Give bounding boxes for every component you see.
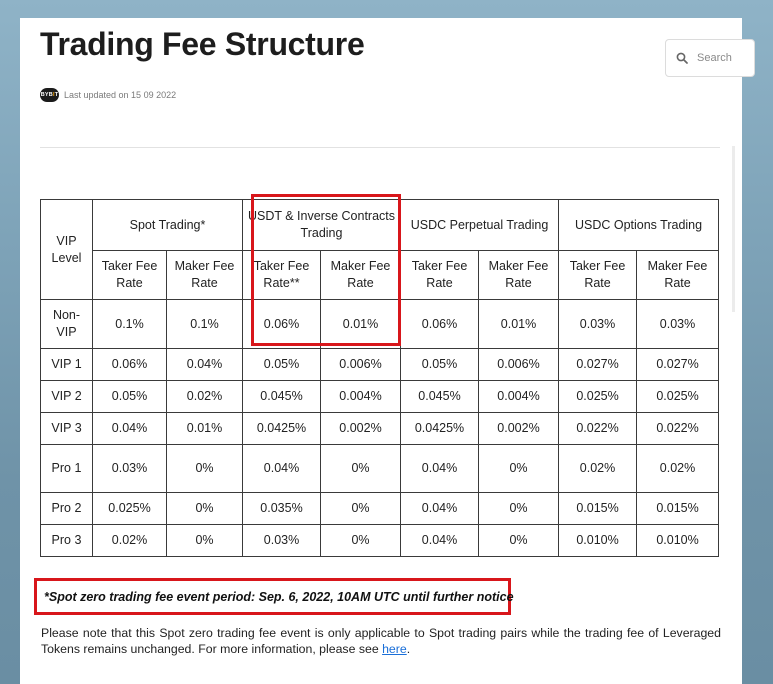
fee-cell: 0.027% (636, 348, 720, 381)
group-header: Spot Trading* (92, 199, 243, 251)
fee-cell: 0.025% (92, 492, 167, 525)
article-meta: BYB I T Last updated on 15 09 2022 (40, 88, 176, 102)
fee-cell: 0.006% (477, 348, 560, 381)
fee-cell: 0% (166, 444, 243, 493)
fee-cell: 0.02% (558, 444, 638, 493)
table-row: Pro 2 0.025% 0% 0.035% 0% 0.04% 0% 0.015% 0.015% (40, 492, 720, 525)
fee-cell: 0.002% (320, 412, 401, 445)
vip-level-cell: VIP 2 (40, 380, 93, 413)
fee-cell: 0.04% (400, 444, 479, 493)
fee-cell: 0.002% (477, 412, 560, 445)
fee-cell: 0.03% (558, 299, 638, 349)
fee-cell: 0.03% (636, 299, 720, 349)
note-paragraph: Please note that this Spot zero trading … (41, 625, 721, 657)
search-icon (676, 52, 688, 64)
group-header: USDC Options Trading (558, 199, 720, 251)
fee-cell: 0.05% (400, 348, 479, 381)
fee-cell: 0.02% (636, 444, 720, 493)
fee-cell: 0.035% (242, 492, 321, 525)
notice-highlight-box: *Spot zero trading fee event period: Sep… (34, 578, 514, 615)
fee-cell: 0% (477, 492, 560, 525)
fee-cell: 0.1% (166, 299, 243, 349)
fee-cell: 0.04% (166, 348, 243, 381)
fee-cell: 0% (166, 524, 243, 557)
fee-cell: 0.06% (242, 299, 321, 349)
vip-level-cell: VIP 3 (40, 412, 93, 445)
notice-text: *Spot zero trading fee event period: Sep… (44, 589, 514, 604)
vip-level-cell: Non-VIP (40, 299, 93, 349)
vip-level-cell: Pro 3 (40, 524, 93, 557)
fee-cell: 0.04% (92, 412, 167, 445)
fee-cell: 0.04% (400, 492, 479, 525)
fee-cell: 0.045% (400, 380, 479, 413)
fee-cell: 0.03% (92, 444, 167, 493)
fee-cell: 0.045% (242, 380, 321, 413)
fee-cell: 0.0425% (242, 412, 321, 445)
fee-subheader: Taker Fee Rate (558, 250, 638, 300)
fee-cell: 0.06% (92, 348, 167, 381)
fee-cell: 0.015% (636, 492, 720, 525)
table-row: Non-VIP 0.1% 0.1% 0.06% 0.01% 0.06% 0.01% 0.03%… (40, 299, 720, 349)
vip-level-cell: VIP 1 (40, 348, 93, 381)
fee-cell: 0.010% (558, 524, 638, 557)
divider (40, 147, 720, 148)
fee-table: VIP Level Spot Trading* USDT & Inverse C… (40, 199, 720, 557)
table-row: Pro 3 0.02% 0% 0.03% 0% 0.04% 0% 0.010% 0.010% (40, 524, 720, 557)
group-header: USDC Perpetual Trading (399, 199, 560, 251)
fee-cell: 0.0425% (400, 412, 479, 445)
search-box[interactable]: Search (665, 39, 755, 77)
fee-subheader: Taker Fee Rate (92, 250, 167, 300)
fee-cell: 0% (320, 524, 401, 557)
fee-cell: 0% (320, 444, 401, 493)
fee-cell: 0.02% (166, 380, 243, 413)
fee-cell: 0.022% (558, 412, 638, 445)
highlight-box-contracts (251, 194, 401, 346)
fee-cell: 0.025% (558, 380, 638, 413)
scrollbar-track (732, 146, 735, 312)
vip-level-header: VIP Level (40, 199, 93, 300)
table-row: Pro 1 0.03% 0% 0.04% 0% 0.04% 0% 0.02% 0.02% (40, 444, 720, 493)
fee-cell: 0% (477, 524, 560, 557)
fee-cell: 0.022% (636, 412, 720, 445)
fee-subheader: Maker Fee Rate (477, 250, 560, 300)
fee-cell: 0.04% (242, 444, 321, 493)
fee-cell: 0.004% (477, 380, 560, 413)
table-row: VIP 3 0.04% 0.01% 0.0425% 0.002% 0.0425% 0.002… (40, 412, 720, 445)
fee-cell: 0.004% (320, 380, 401, 413)
fee-cell: 0.01% (166, 412, 243, 445)
page-title: Trading Fee Structure (40, 26, 365, 62)
article-page: Trading Fee Structure Search BYB I T Last … (20, 18, 755, 684)
group-header: USDT & Inverse Contracts Trading (242, 199, 401, 251)
fee-cell: 0.05% (92, 380, 167, 413)
bybit-logo-icon: BYB I T (40, 88, 59, 102)
vip-level-cell: Pro 2 (40, 492, 93, 525)
here-link[interactable]: here (382, 642, 407, 656)
fee-cell: 0.006% (320, 348, 401, 381)
note-end: . (406, 642, 411, 656)
fee-cell: 0.06% (400, 299, 479, 349)
vip-level-cell: Pro 1 (40, 444, 93, 493)
fee-subheader: Maker Fee Rate (166, 250, 243, 300)
fee-subheader: Maker Fee Rate (320, 250, 401, 300)
search-placeholder: Search (697, 52, 732, 64)
fee-cell: 0.04% (400, 524, 479, 557)
fee-cell: 0.1% (92, 299, 167, 349)
fee-cell: 0.010% (636, 524, 720, 557)
fee-cell: 0% (320, 492, 401, 525)
fee-cell: 0.01% (477, 299, 560, 349)
fee-cell: 0.03% (242, 524, 321, 557)
fee-cell: 0.05% (242, 348, 321, 381)
fee-subheader: Maker Fee Rate (636, 250, 720, 300)
table-row: VIP 1 0.06% 0.04% 0.05% 0.006% 0.05% 0.006% 0.0… (40, 348, 720, 381)
note-text: Please note that this Spot zero trading … (41, 626, 721, 656)
fee-cell: 0% (477, 444, 560, 493)
fee-cell: 0.02% (92, 524, 167, 557)
fee-cell: 0.025% (636, 380, 720, 413)
fee-cell: 0.027% (558, 348, 638, 381)
fee-cell: 0% (166, 492, 243, 525)
last-updated: Last updated on 15 09 2022 (64, 90, 177, 100)
fee-subheader: Taker Fee Rate (400, 250, 479, 300)
fee-cell: 0.015% (558, 492, 638, 525)
table-row: VIP 2 0.05% 0.02% 0.045% 0.004% 0.045% 0.004% 0… (40, 380, 720, 413)
